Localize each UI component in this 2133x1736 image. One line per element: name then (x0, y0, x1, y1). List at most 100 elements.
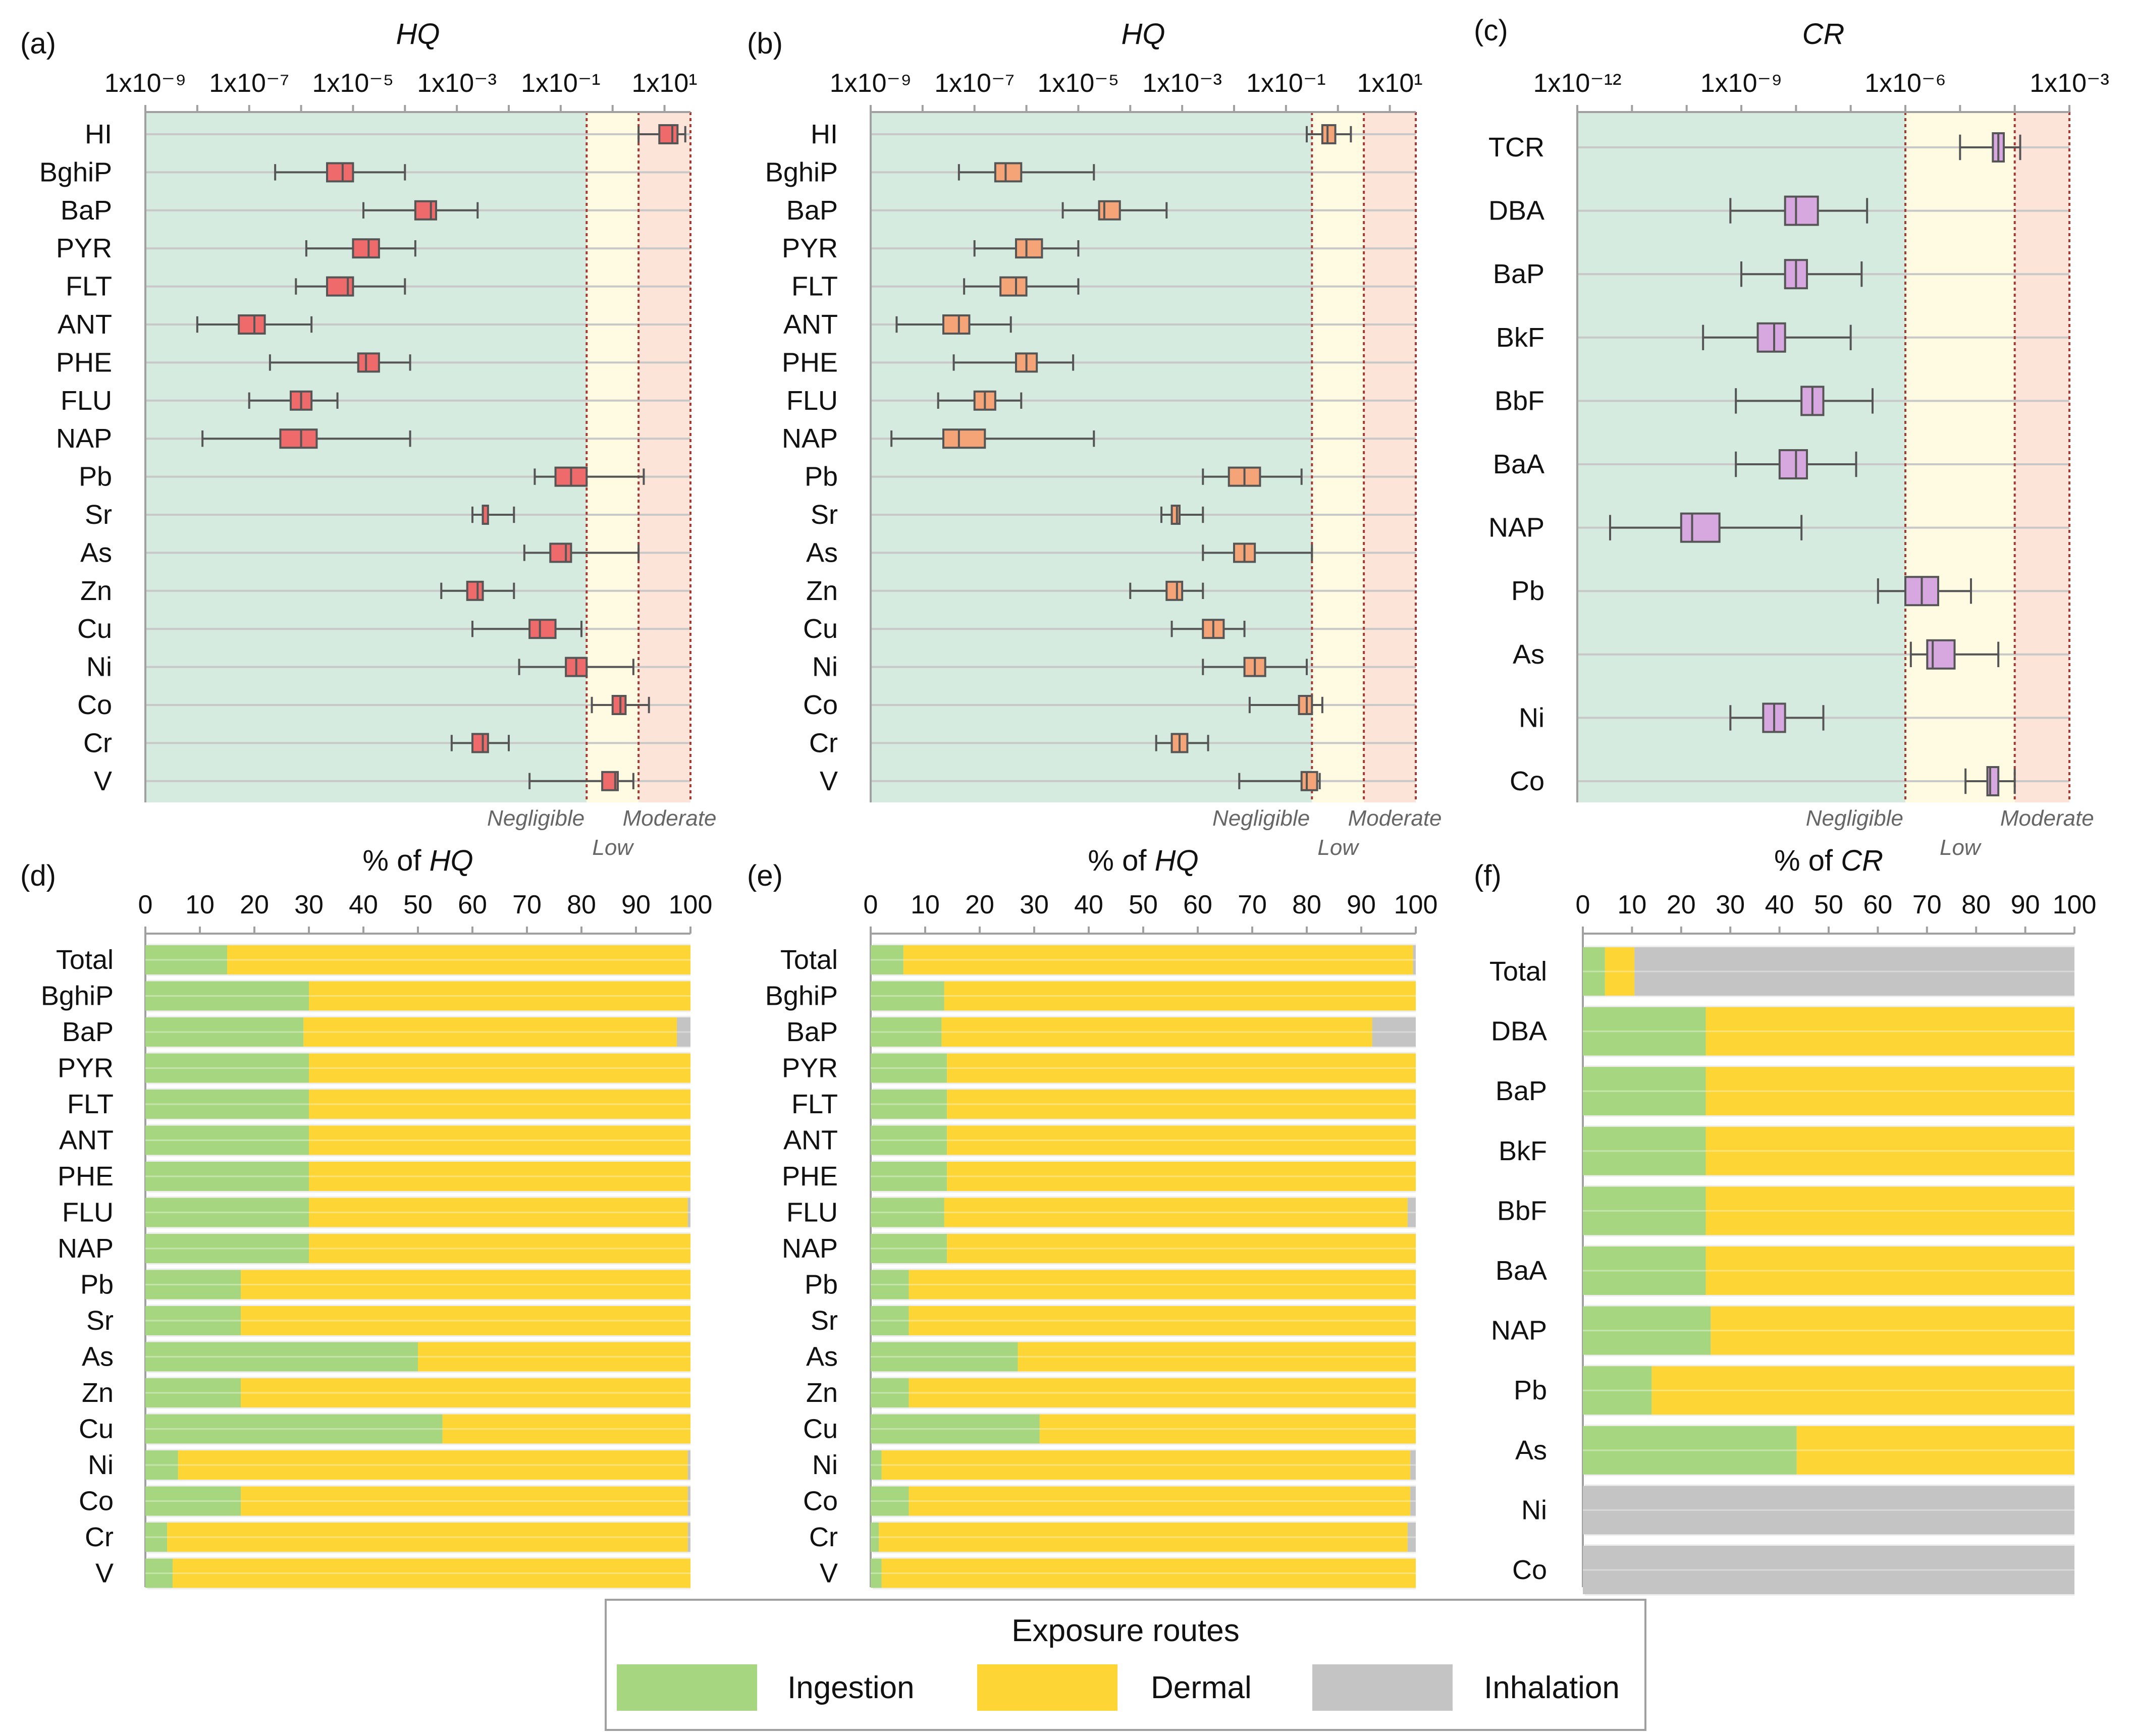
bar-ingestion-nap (871, 1234, 947, 1263)
category-label-zn: Zn (80, 576, 112, 606)
category-label-bkf: BkF (1496, 322, 1544, 353)
x-tick-label: 40 (1765, 890, 1794, 919)
box-co (1298, 695, 1313, 715)
zone-label-negligible: Negligible (1806, 806, 1903, 831)
axis-title: % of HQ (1088, 844, 1198, 877)
bar-ingestion-cu (145, 1414, 443, 1444)
category-label-co: Co (1510, 766, 1544, 796)
bar-ingestion-ant (145, 1125, 309, 1155)
category-label-phe: PHE (56, 347, 112, 377)
box-co (611, 695, 627, 715)
category-label-ant: ANT (59, 1125, 114, 1156)
x-tick-label: 100 (2053, 890, 2097, 919)
category-label-cu: Cu (77, 614, 112, 644)
bar-ingestion-bap (145, 1017, 304, 1047)
bar-dermal-flt (947, 1090, 1416, 1119)
category-label-ant: ANT (58, 309, 112, 340)
category-label-as: As (82, 1342, 114, 1372)
bar-ingestion-co (871, 1486, 909, 1516)
box-as (1926, 639, 1956, 670)
axis-title: % of CR (1774, 844, 1883, 877)
category-label-ni: Ni (812, 652, 838, 682)
bar-dermal-bbf (1705, 1186, 2074, 1235)
bar-dermal-phe (947, 1162, 1416, 1191)
zone-label-negligible: Negligible (487, 806, 584, 831)
category-label-cu: Cu (79, 1414, 114, 1444)
category-label-flt: FLT (791, 272, 838, 302)
bar-dermal-flu (309, 1198, 688, 1227)
bar-inhalation-bap (1372, 1017, 1416, 1047)
category-label-v: V (95, 1558, 114, 1589)
bar-ingestion-pb (145, 1270, 241, 1299)
bar-ingestion-flu (145, 1198, 309, 1227)
bar-dermal-ni (178, 1450, 688, 1480)
zone-label-moderate: Moderate (2000, 806, 2094, 831)
category-label-nap: NAP (1488, 513, 1544, 543)
bar-inhalation-ni (687, 1450, 690, 1480)
x-tick-label: 50 (1814, 890, 1843, 919)
bar-ingestion-cr (145, 1523, 168, 1552)
bar-inhalation-flu (1407, 1198, 1416, 1227)
panel-c-cr-boxplot: (c) 1x10⁻¹² 1x10⁻⁹ 1x10⁻⁶ 1x10⁻³ CR Negligible… (1474, 14, 2109, 860)
bar-dermal-bghip (944, 981, 1416, 1011)
category-label-pb: Pb (79, 462, 112, 492)
category-label-bghip: BghiP (39, 157, 112, 187)
legend-swatch-inhalation (1312, 1664, 1453, 1711)
box-bkf (1756, 322, 1786, 353)
x-tick-label: 100 (1394, 890, 1438, 919)
bar-ingestion-flt (871, 1090, 947, 1119)
zone-negligible (871, 112, 1312, 802)
bar-ingestion-phe (871, 1162, 947, 1191)
bar-inhalation-co (1410, 1486, 1416, 1516)
x-tick-label: 80 (1961, 890, 1991, 919)
bar-ingestion-dba (1583, 1007, 1706, 1056)
category-label-ni: Ni (86, 652, 112, 682)
bar-dermal-baa (1705, 1246, 2074, 1295)
legend: Exposure routes Ingestion Dermal Inhalat… (605, 1599, 1646, 1731)
category-label-bap: BaP (786, 195, 838, 226)
category-label-ni: Ni (812, 1450, 838, 1480)
panel-label: (d) (20, 859, 56, 892)
x-tick-label: 90 (621, 890, 651, 919)
x-tick-label: 30 (1020, 890, 1049, 919)
box-nap (1680, 512, 1721, 543)
bar-ingestion-pb (871, 1270, 909, 1299)
bar-ingestion-total (871, 945, 903, 974)
category-label-pb: Pb (80, 1270, 114, 1300)
category-label-co: Co (1512, 1555, 1547, 1585)
axis-title: HQ (396, 18, 440, 50)
box-dba (1784, 195, 1819, 226)
panel-label: (c) (1474, 14, 1508, 47)
bar-dermal-bap (941, 1017, 1372, 1047)
x-tick-label: 1x10⁻⁹ (830, 69, 912, 98)
bar-ingestion-ant (871, 1125, 947, 1155)
panel-label: (a) (20, 27, 56, 60)
x-tick-label: 1x10⁻¹ (1246, 69, 1326, 98)
category-label-baa: BaA (1496, 1256, 1547, 1286)
bar-ingestion-v (145, 1558, 173, 1588)
zone-label-low: Low (1317, 835, 1360, 860)
category-label-zn: Zn (806, 1378, 838, 1408)
bar-dermal-pb (909, 1270, 1416, 1299)
bar-ingestion-bbf (1583, 1186, 1706, 1235)
panel-label: (f) (1474, 859, 1502, 892)
category-label-sr: Sr (86, 1306, 114, 1336)
bar-dermal-as (1796, 1426, 2074, 1475)
bar-ingestion-sr (145, 1306, 241, 1335)
box-v (1300, 771, 1318, 791)
category-label-as: As (1515, 1435, 1547, 1466)
x-tick-label: 60 (1863, 890, 1892, 919)
bar-inhalation-ni (1410, 1450, 1416, 1480)
bar-dermal-zn (241, 1378, 690, 1407)
bar-ingestion-nap (1583, 1306, 1711, 1355)
panel-e-hq-route-bars: (e) 0 10 20 30 40 50 60 70 80 90 100 % of HQ Total Bgh… (747, 844, 1437, 1590)
box-zn (1165, 580, 1184, 601)
box-sr (1170, 505, 1181, 525)
x-tick-label: 60 (458, 890, 487, 919)
category-label-hi: HI (811, 119, 838, 149)
category-label-total: Total (56, 945, 114, 975)
box-flt (326, 276, 354, 297)
bar-ingestion-cu (871, 1414, 1040, 1444)
x-tick-label: 1x10⁻⁷ (934, 69, 1015, 98)
bar-ingestion-as (871, 1342, 1018, 1372)
